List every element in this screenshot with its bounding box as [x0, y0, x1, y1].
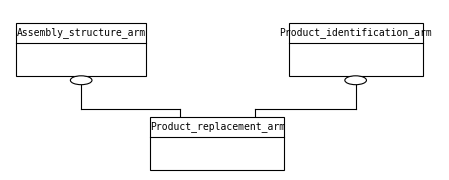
Bar [16, 23, 146, 76]
Bar [150, 117, 284, 170]
Text: Assembly_structure_arm: Assembly_structure_arm [17, 27, 146, 38]
Circle shape [345, 76, 366, 85]
Circle shape [70, 76, 92, 85]
Bar [289, 23, 423, 76]
Text: Product_replacement_arm: Product_replacement_arm [150, 121, 285, 132]
Text: Product_identification_arm: Product_identification_arm [279, 27, 432, 38]
